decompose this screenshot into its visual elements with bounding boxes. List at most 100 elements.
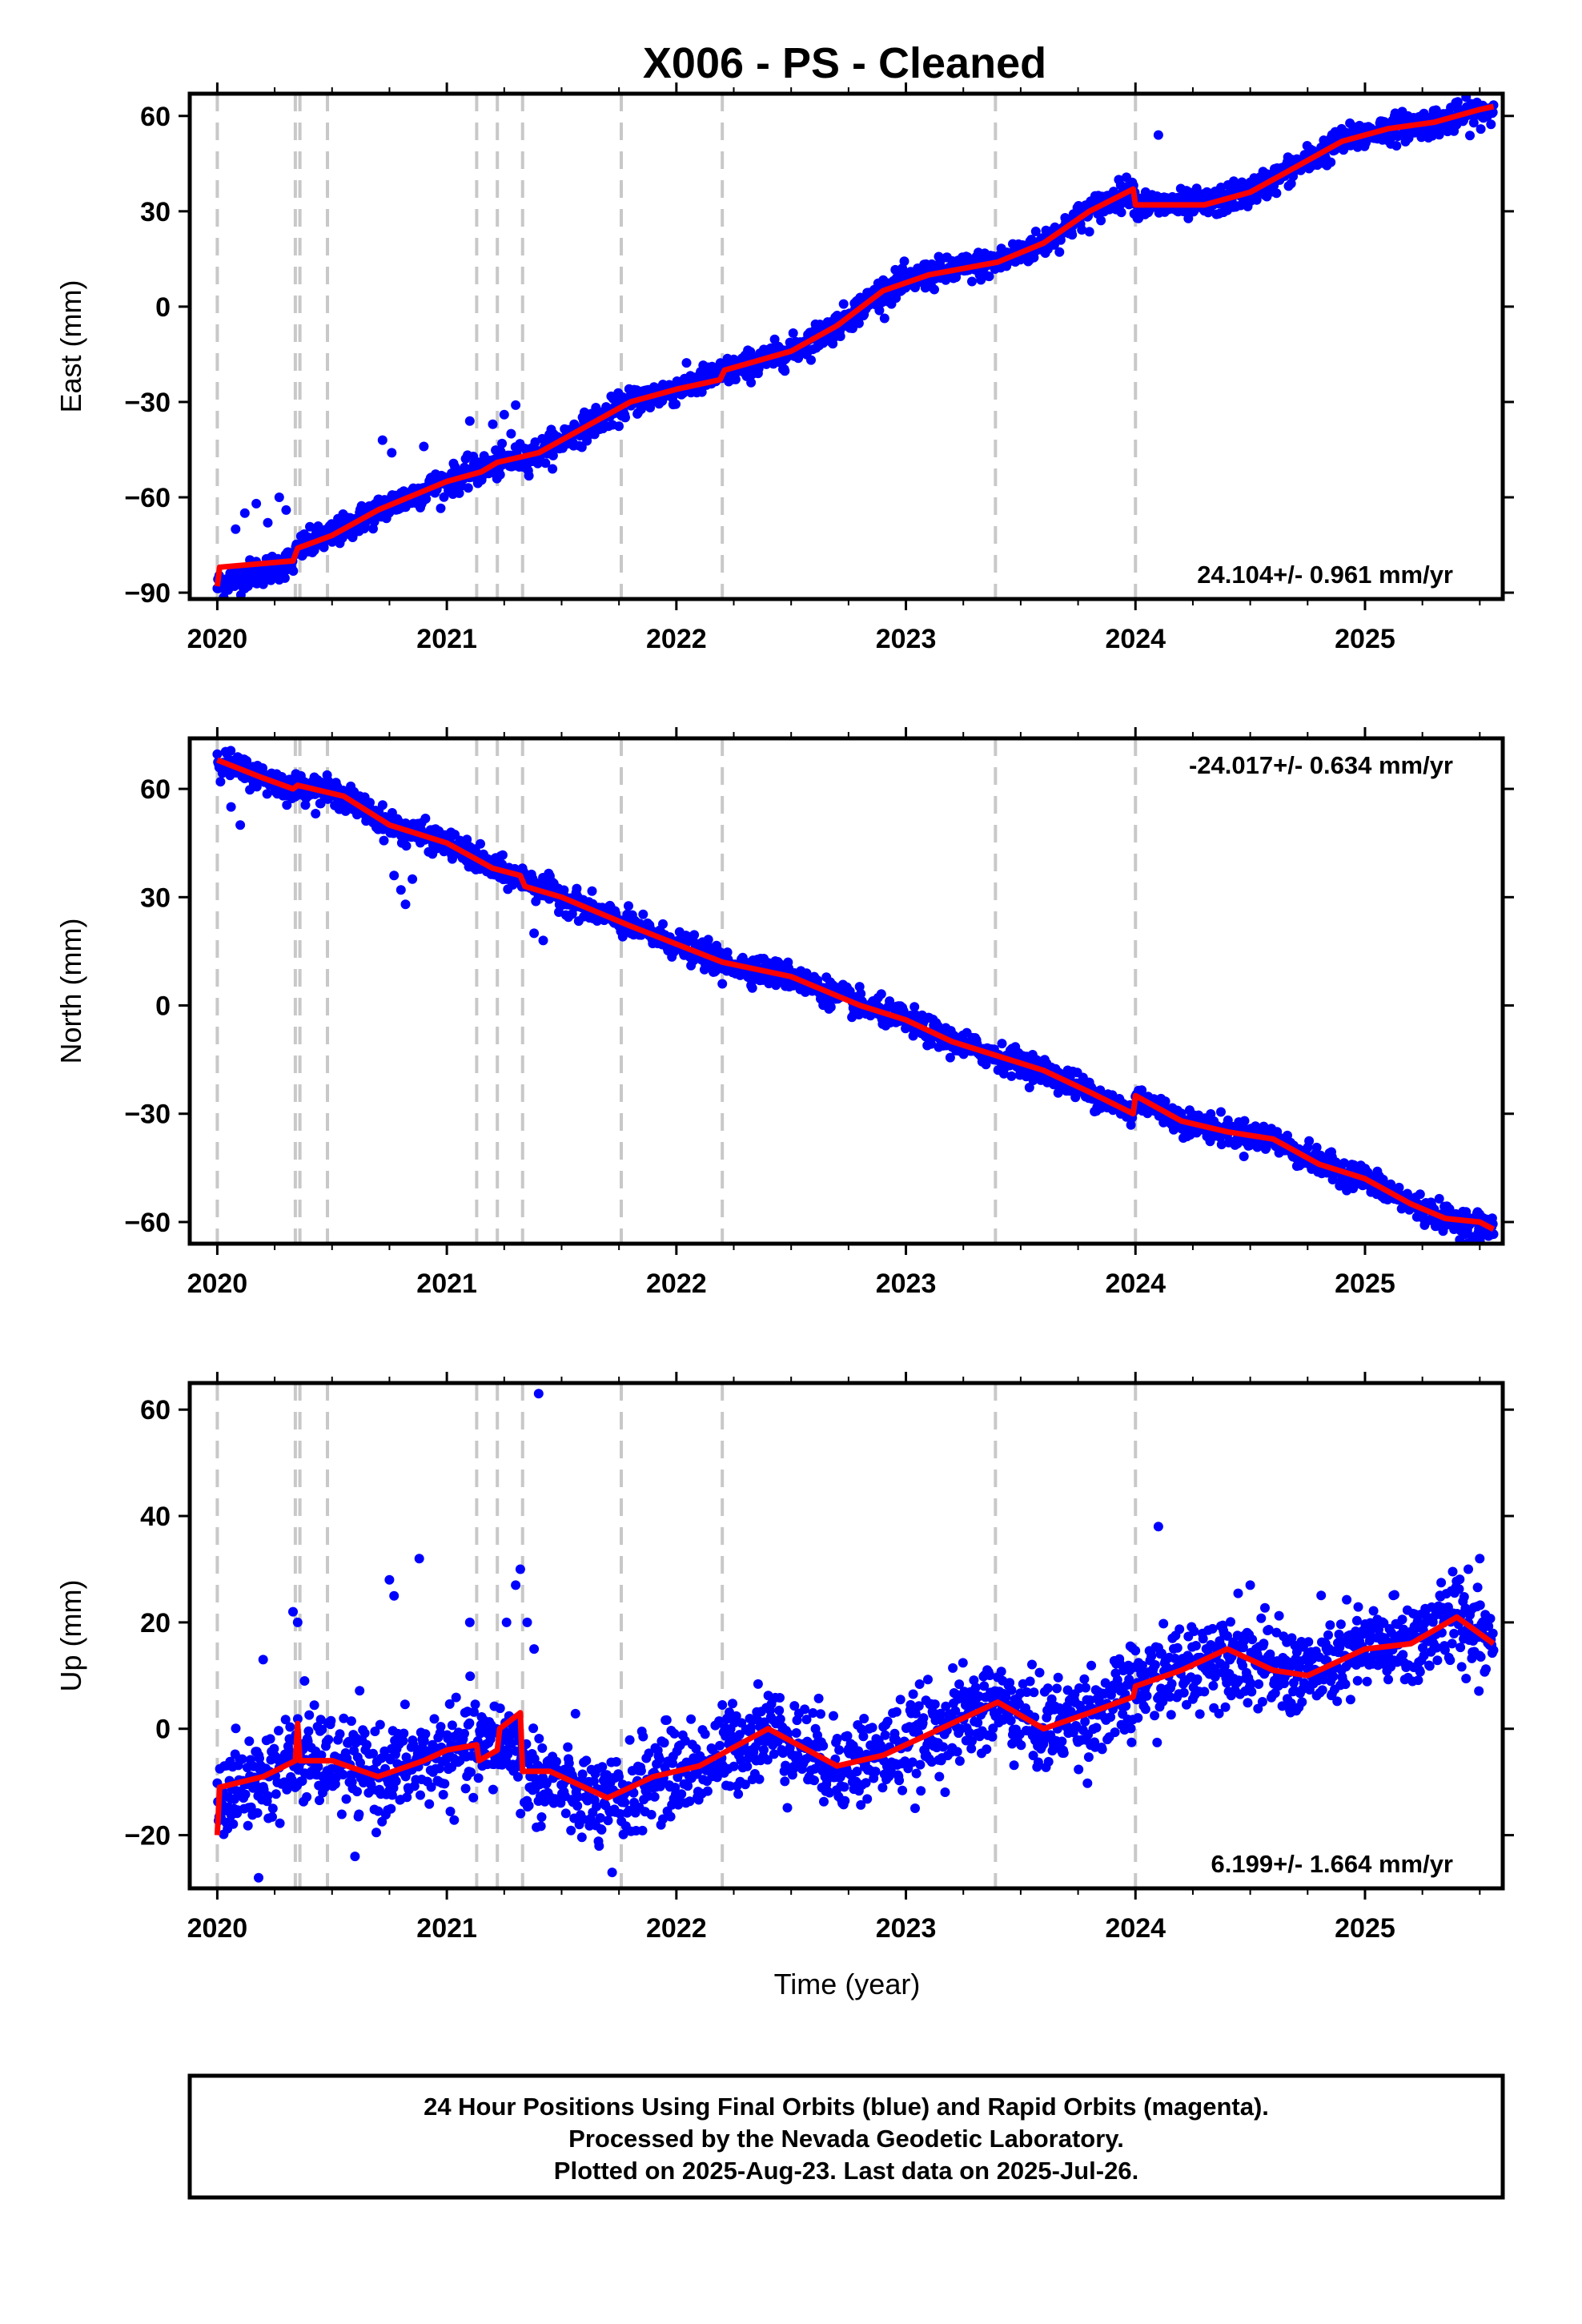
data-point <box>449 1815 460 1825</box>
y-tick-label: 60 <box>140 774 171 805</box>
data-point <box>274 1726 283 1736</box>
outlier-point <box>251 498 262 509</box>
data-point <box>576 1832 587 1843</box>
data-point <box>1468 118 1479 128</box>
data-point <box>468 1792 479 1803</box>
data-point <box>603 1815 613 1826</box>
data-point <box>346 1716 356 1727</box>
data-points <box>212 94 1499 599</box>
data-point <box>686 1714 697 1724</box>
data-point <box>524 471 534 481</box>
y-tick-label: −90 <box>124 578 171 609</box>
x-tick-label: 2025 <box>1335 624 1395 654</box>
data-point <box>470 1699 480 1710</box>
data-point <box>1006 1071 1017 1081</box>
panel-frame <box>187 91 1505 601</box>
data-point <box>336 1809 347 1819</box>
outlier-point <box>274 493 284 502</box>
data-point <box>1271 188 1282 199</box>
data-point <box>244 1736 255 1747</box>
y-tick-label: 60 <box>140 102 171 132</box>
data-point <box>1116 207 1126 218</box>
outlier-point <box>499 409 509 420</box>
data-point <box>1286 179 1296 189</box>
data-point <box>335 1729 345 1739</box>
data-point <box>669 1728 680 1739</box>
data-point <box>853 318 864 328</box>
data-point <box>269 1743 279 1754</box>
y-tick-label: 0 <box>155 292 171 323</box>
data-point <box>984 271 994 282</box>
data-point <box>697 387 707 397</box>
data-point <box>874 305 885 316</box>
data-point <box>638 1731 648 1742</box>
y-tick-label: 30 <box>140 197 171 227</box>
outlier-point <box>511 400 521 410</box>
data-point <box>528 1723 539 1734</box>
data-point <box>825 1002 836 1012</box>
data-point <box>398 1735 408 1746</box>
data-point <box>1434 1193 1444 1204</box>
data-point <box>747 983 757 993</box>
outlier-point <box>400 899 411 910</box>
data-point <box>465 1671 476 1682</box>
data-point <box>352 1787 362 1797</box>
data-point <box>595 1813 605 1823</box>
data-point <box>899 256 909 267</box>
data-point <box>279 573 290 583</box>
data-point <box>316 1750 327 1760</box>
data-point <box>1239 1116 1250 1126</box>
data-point <box>597 1762 608 1772</box>
data-point <box>429 1714 440 1724</box>
data-point <box>614 421 624 432</box>
outlier-point <box>408 874 418 884</box>
data-point <box>454 488 464 498</box>
model-fit-line <box>216 757 1496 1232</box>
data-point <box>624 1735 635 1745</box>
data-point <box>645 403 656 412</box>
data-point <box>548 450 558 460</box>
data-point <box>614 1771 624 1782</box>
data-point <box>399 1728 409 1739</box>
data-point <box>373 1806 383 1816</box>
data-point <box>1304 1136 1315 1146</box>
data-point <box>788 328 798 338</box>
data-point <box>485 1734 496 1744</box>
x-tick-label: 2023 <box>876 1269 937 1299</box>
data-point <box>408 1739 419 1750</box>
data-point <box>700 1729 710 1739</box>
outlier-point <box>226 802 236 812</box>
outlier-point <box>377 435 387 445</box>
outlier-point <box>389 870 400 881</box>
data-point <box>469 1707 479 1717</box>
data-point <box>402 1792 412 1803</box>
data-point <box>876 989 886 999</box>
data-point <box>930 284 939 295</box>
data-point <box>416 1790 425 1800</box>
data-point <box>326 1715 336 1726</box>
data-point <box>596 1824 607 1835</box>
data-point <box>534 1734 544 1743</box>
data-point <box>226 746 236 756</box>
data-point <box>588 1776 599 1787</box>
data-point <box>463 483 473 493</box>
x-tick-label: 2020 <box>187 624 248 654</box>
data-point <box>661 1715 672 1725</box>
data-point <box>271 1789 281 1799</box>
data-point <box>440 1756 451 1767</box>
data-point <box>1339 1158 1349 1168</box>
data-point <box>806 355 816 365</box>
data-point <box>436 1722 446 1732</box>
data-point <box>548 464 558 474</box>
outlier-point <box>235 820 246 830</box>
data-point <box>495 469 505 480</box>
data-point <box>460 1728 469 1739</box>
data-point <box>1096 215 1106 226</box>
data-point <box>516 1808 526 1819</box>
data-point <box>379 835 389 846</box>
data-point <box>282 800 292 810</box>
data-point <box>683 1781 693 1791</box>
data-point <box>1416 132 1427 143</box>
data-point <box>835 332 845 341</box>
data-point <box>1183 213 1194 223</box>
